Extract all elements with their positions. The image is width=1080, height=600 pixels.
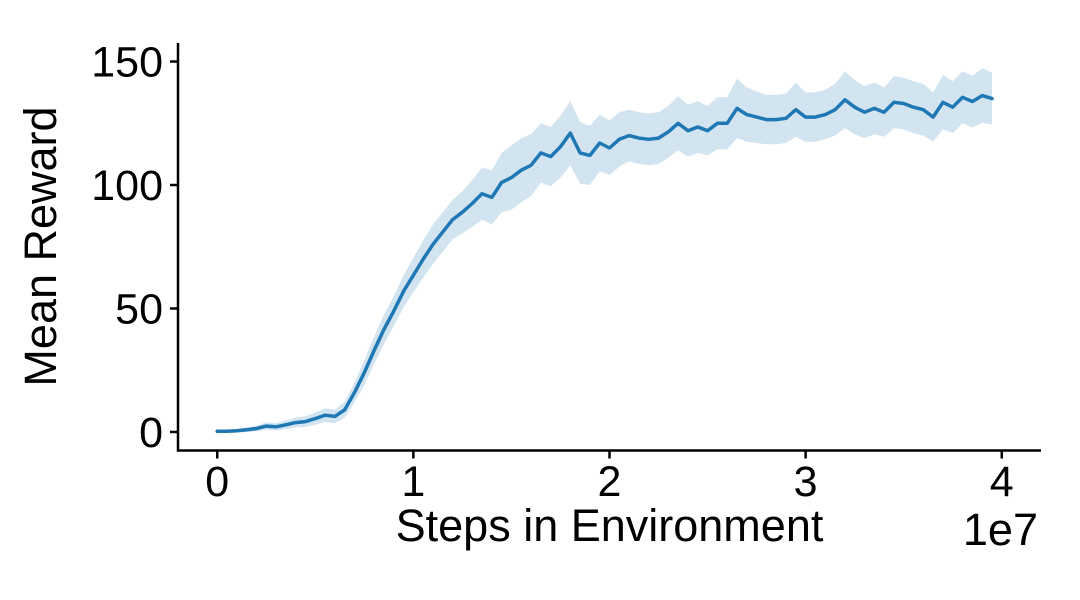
confidence-band bbox=[217, 68, 992, 433]
x-tick-label: 2 bbox=[598, 458, 622, 506]
x-tick-label: 0 bbox=[205, 458, 229, 506]
mean-reward-line bbox=[215, 93, 994, 433]
y-tick-label: 150 bbox=[91, 39, 163, 87]
x-tick-label: 1 bbox=[401, 458, 425, 506]
y-tick-label: 0 bbox=[139, 409, 163, 457]
x-tick-label: 3 bbox=[794, 458, 818, 506]
x-tick-label: 4 bbox=[990, 458, 1014, 506]
x-axis-offset-label: 1e7 bbox=[963, 504, 1038, 555]
y-tick-label: 50 bbox=[115, 285, 163, 333]
y-axis-label: Mean Reward bbox=[15, 106, 66, 386]
plot-area: 0 1 2 3 4 0 50 100 150 bbox=[91, 39, 1041, 506]
y-tick-label: 100 bbox=[91, 162, 163, 210]
x-axis-label: Steps in Environment bbox=[396, 500, 824, 551]
